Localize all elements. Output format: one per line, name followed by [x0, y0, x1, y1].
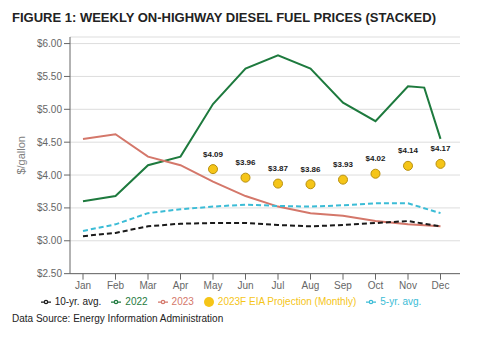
svg-text:$3.93: $3.93 [333, 160, 354, 169]
svg-text:Dec: Dec [432, 280, 450, 291]
svg-text:Oct: Oct [368, 280, 384, 291]
svg-text:$5.00: $5.00 [37, 104, 62, 115]
svg-text:$4.09: $4.09 [203, 150, 224, 159]
html-text:10-yr. avg.: 10-yr. avg. [54, 295, 102, 307]
svg-text:Apr: Apr [173, 280, 189, 291]
svg-text:$4.50: $4.50 [37, 137, 62, 148]
svg-text:Sep: Sep [334, 280, 352, 291]
svg-text:Jun: Jun [237, 280, 253, 291]
svg-text:$4.14: $4.14 [398, 146, 419, 155]
svg-text:$3.86: $3.86 [300, 165, 321, 174]
html-text:FIGURE 1: WEEKLY ON-HIGHWAY DI: FIGURE 1: WEEKLY ON-HIGHWAY DIESEL FUEL … [12, 10, 436, 25]
svg-text:$2.50: $2.50 [37, 268, 62, 279]
svg-text:Mar: Mar [139, 280, 157, 291]
html-text:Data Source: Energy Informatio: Data Source: Energy Information Administ… [12, 313, 224, 324]
svg-text:Jul: Jul [272, 280, 285, 291]
svg-text:$3.87: $3.87 [268, 164, 289, 173]
svg-text:Aug: Aug [302, 280, 320, 291]
svg-text:$4.00: $4.00 [37, 170, 62, 181]
svg-text:Feb: Feb [107, 280, 125, 291]
svg-text:$/gallon: $/gallon [15, 136, 27, 175]
html-text:2023: 2023 [171, 295, 194, 307]
svg-text:$5.50: $5.50 [37, 71, 62, 82]
svg-text:May: May [204, 280, 223, 291]
svg-text:$3.50: $3.50 [37, 202, 62, 213]
html-text:5-yr. avg.: 5-yr. avg. [380, 295, 422, 307]
svg-text:$3.96: $3.96 [235, 158, 256, 167]
svg-text:Jan: Jan [75, 280, 91, 291]
svg-text:$6.00: $6.00 [37, 38, 62, 49]
svg-text:Nov: Nov [399, 280, 417, 291]
html-text:2023F EIA Projection (Monthly): 2023F EIA Projection (Monthly) [217, 295, 357, 307]
html-text:2022: 2022 [125, 295, 148, 307]
svg-text:$4.17: $4.17 [430, 144, 451, 153]
svg-text:$3.00: $3.00 [37, 235, 62, 246]
svg-text:$4.02: $4.02 [365, 154, 386, 163]
